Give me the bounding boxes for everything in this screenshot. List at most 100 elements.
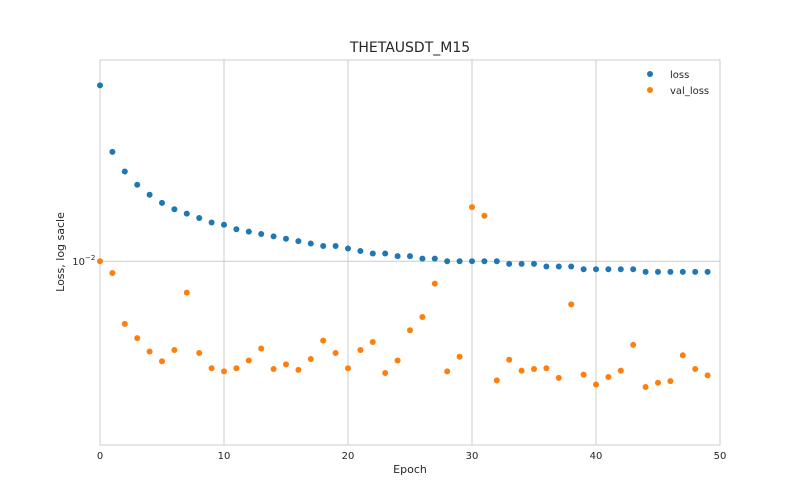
x-tick-label: 20 xyxy=(342,451,355,462)
legend-label-val-loss: val_loss xyxy=(670,86,709,97)
point-loss xyxy=(580,266,587,273)
plot-background xyxy=(100,60,720,445)
point-loss xyxy=(109,148,116,155)
point-val-loss xyxy=(469,204,475,211)
point-val-loss xyxy=(270,366,277,373)
y-tick-exponent: −2 xyxy=(85,254,95,262)
point-loss xyxy=(506,260,513,267)
point-val-loss xyxy=(407,327,413,334)
point-loss xyxy=(357,247,364,254)
point-loss xyxy=(394,253,401,260)
point-val-loss xyxy=(568,301,575,308)
point-val-loss xyxy=(704,372,711,379)
legend-label-loss: loss xyxy=(670,70,689,81)
x-tick-label: 0 xyxy=(97,451,103,462)
point-loss xyxy=(531,260,537,267)
y-tick-label: 10 xyxy=(72,257,85,268)
point-val-loss xyxy=(109,270,116,276)
point-val-loss xyxy=(444,368,451,375)
point-loss xyxy=(270,233,277,240)
point-val-loss xyxy=(518,367,525,374)
point-val-loss xyxy=(493,377,500,384)
legend-marker-loss xyxy=(647,71,653,77)
point-val-loss xyxy=(605,374,612,381)
point-val-loss xyxy=(419,313,426,320)
point-loss xyxy=(555,263,562,270)
point-val-loss xyxy=(221,368,227,375)
point-loss xyxy=(419,255,426,262)
point-loss xyxy=(469,258,475,265)
point-loss xyxy=(233,226,240,233)
point-val-loss xyxy=(258,345,265,352)
point-loss xyxy=(518,260,525,267)
point-loss xyxy=(307,240,314,247)
point-loss xyxy=(221,221,227,228)
point-loss xyxy=(295,238,302,245)
point-val-loss xyxy=(617,367,624,374)
point-val-loss xyxy=(121,320,128,327)
point-val-loss xyxy=(295,366,302,373)
point-loss xyxy=(245,228,252,235)
point-loss xyxy=(183,210,190,217)
point-val-loss xyxy=(692,366,699,373)
point-val-loss xyxy=(320,337,327,344)
point-loss xyxy=(171,206,178,213)
point-loss xyxy=(97,82,103,89)
point-loss xyxy=(369,250,376,257)
point-loss xyxy=(568,263,575,270)
legend-marker-val-loss xyxy=(647,87,653,93)
point-val-loss xyxy=(531,366,537,373)
point-val-loss xyxy=(431,280,438,287)
point-val-loss xyxy=(593,381,599,388)
point-loss xyxy=(444,258,451,265)
point-loss xyxy=(121,168,128,175)
x-tick-label: 30 xyxy=(466,451,479,462)
x-tick-label: 10 xyxy=(218,451,231,462)
point-loss xyxy=(146,191,153,198)
chart-title: THETAUSDT_M15 xyxy=(349,40,470,56)
point-val-loss xyxy=(655,379,661,386)
grid xyxy=(100,60,720,445)
point-val-loss xyxy=(332,349,339,356)
point-loss xyxy=(667,268,674,275)
point-loss xyxy=(382,250,389,257)
point-val-loss xyxy=(208,365,215,372)
point-loss xyxy=(431,255,438,262)
point-val-loss xyxy=(642,384,649,391)
point-loss xyxy=(605,266,612,273)
point-val-loss xyxy=(456,353,463,360)
point-val-loss xyxy=(630,341,637,348)
point-loss xyxy=(593,266,599,273)
point-val-loss xyxy=(283,361,289,368)
point-loss xyxy=(704,268,711,275)
point-loss xyxy=(493,258,500,265)
point-val-loss xyxy=(394,357,401,364)
point-val-loss xyxy=(171,347,178,354)
point-val-loss xyxy=(580,371,587,378)
x-axis-label: Epoch xyxy=(393,463,427,476)
point-loss xyxy=(345,245,351,252)
point-loss xyxy=(159,199,165,206)
point-val-loss xyxy=(555,374,562,381)
point-loss xyxy=(208,219,215,226)
point-loss xyxy=(655,268,661,275)
point-val-loss xyxy=(245,357,252,364)
point-val-loss xyxy=(667,378,674,385)
point-val-loss xyxy=(307,355,314,362)
point-val-loss xyxy=(97,258,103,265)
point-loss xyxy=(196,214,203,221)
point-val-loss xyxy=(146,348,153,355)
point-loss xyxy=(679,268,686,275)
plot-frame xyxy=(99,59,721,446)
point-loss xyxy=(617,266,624,273)
point-loss xyxy=(456,258,463,265)
point-loss xyxy=(407,253,413,260)
point-val-loss xyxy=(369,339,376,346)
point-val-loss xyxy=(233,365,240,372)
point-loss xyxy=(692,268,699,275)
point-val-loss xyxy=(679,352,686,359)
x-tick-label: 40 xyxy=(590,451,603,462)
data-points xyxy=(97,82,711,391)
